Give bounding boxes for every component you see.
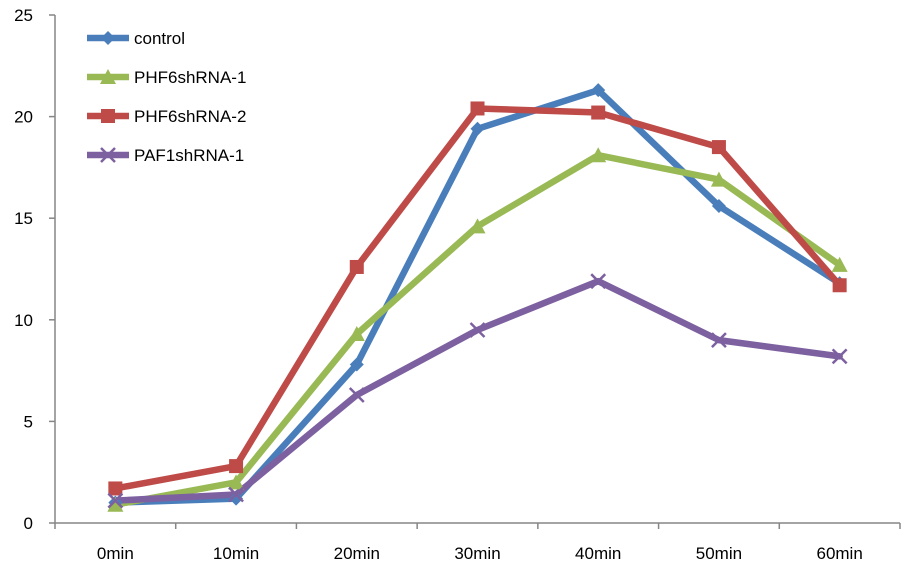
data-point-paf1shrna-1 bbox=[348, 387, 365, 403]
x-tick-label: 20min bbox=[334, 544, 380, 563]
marker-x-stroke bbox=[590, 273, 607, 290]
data-point-control bbox=[470, 121, 485, 136]
data-point-phf6shrna-2 bbox=[470, 101, 485, 116]
legend-item-phf6shrna-1: PHF6shRNA-1 bbox=[87, 68, 246, 87]
x-tick-label: 10min bbox=[213, 544, 259, 563]
marker-x-stroke bbox=[711, 332, 727, 349]
data-point-phf6shrna-2 bbox=[349, 259, 364, 274]
legend-marker bbox=[100, 69, 116, 84]
y-tick-label: 0 bbox=[24, 514, 33, 533]
legend: control PHF6shRNA-1 PHF6shRNA-2 PAF1shRNA-1 bbox=[87, 29, 246, 165]
data-point-phf6shrna-2 bbox=[832, 278, 847, 293]
marker-x-stroke bbox=[469, 322, 486, 338]
data-point-paf1shrna-1 bbox=[228, 486, 244, 503]
x-tick-label: 30min bbox=[454, 544, 500, 563]
legend-item-phf6shrna-2: PHF6shRNA-2 bbox=[87, 107, 246, 126]
axes bbox=[49, 14, 901, 529]
legend-label: PAF1shRNA-1 bbox=[134, 146, 244, 165]
data-point-paf1shrna-1 bbox=[590, 273, 607, 290]
marker-x-stroke bbox=[107, 492, 124, 509]
x-tick-label: 0min bbox=[97, 544, 134, 563]
data-point-control bbox=[229, 491, 244, 506]
x-tick-label: 60min bbox=[816, 544, 862, 563]
series-line-phf6shrna-2 bbox=[112, 105, 843, 492]
data-point-paf1shrna-1 bbox=[469, 322, 486, 338]
legend-label: PHF6shRNA-2 bbox=[134, 107, 246, 126]
data-point-paf1shrna-1 bbox=[831, 348, 848, 365]
legend-label: control bbox=[134, 29, 185, 48]
legend-marker bbox=[101, 109, 115, 123]
y-tick-label: 20 bbox=[14, 108, 33, 127]
data-point-phf6shrna-2 bbox=[711, 140, 726, 155]
data-point-phf6shrna-1 bbox=[590, 147, 607, 163]
data-point-control bbox=[711, 199, 726, 214]
data-point-phf6shrna-1 bbox=[348, 326, 365, 342]
data-point-phf6shrna-1 bbox=[710, 171, 727, 187]
y-tick-label: 25 bbox=[14, 6, 33, 25]
y-tick-label: 5 bbox=[24, 412, 33, 431]
data-point-control bbox=[349, 357, 364, 372]
x-tick-label: 50min bbox=[696, 544, 742, 563]
data-point-paf1shrna-1 bbox=[107, 492, 124, 509]
legend-marker bbox=[101, 31, 115, 45]
y-tick-label: 10 bbox=[14, 311, 33, 330]
data-point-phf6shrna-1 bbox=[831, 256, 848, 272]
x-tick-label: 40min bbox=[575, 544, 621, 563]
series-markers bbox=[107, 83, 848, 512]
data-point-phf6shrna-1 bbox=[107, 496, 124, 512]
data-point-paf1shrna-1 bbox=[711, 332, 727, 349]
marker-x-stroke bbox=[100, 147, 116, 163]
legend-item-control: control bbox=[87, 29, 185, 48]
marker-x-stroke bbox=[228, 486, 244, 503]
marker-x-stroke bbox=[831, 348, 848, 365]
legend-item-paf1shrna-1: PAF1shRNA-1 bbox=[87, 146, 244, 165]
tick-labels: 0 5 10 15 20 25 0min 10min 20min 30min 40min 50min 6… bbox=[14, 6, 863, 563]
legend-marker bbox=[100, 147, 116, 163]
marker-x-stroke bbox=[348, 387, 365, 403]
data-point-phf6shrna-1 bbox=[228, 474, 245, 490]
data-point-phf6shrna-1 bbox=[469, 218, 486, 234]
data-point-phf6shrna-2 bbox=[229, 459, 244, 474]
data-point-control bbox=[591, 83, 606, 98]
data-point-phf6shrna-2 bbox=[591, 105, 606, 120]
legend-label: PHF6shRNA-1 bbox=[134, 68, 246, 87]
data-point-phf6shrna-2 bbox=[108, 481, 123, 496]
y-tick-label: 15 bbox=[14, 209, 33, 228]
